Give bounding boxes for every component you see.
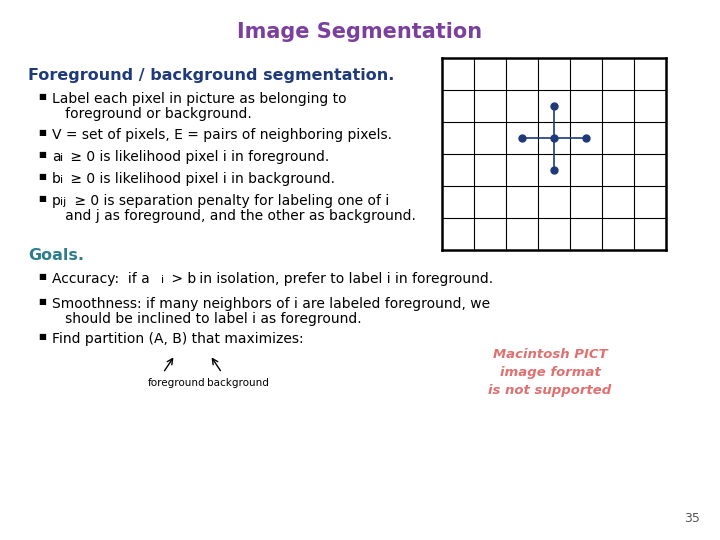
Text: and j as foreground, and the other as background.: and j as foreground, and the other as ba… (52, 209, 416, 223)
Text: i: i (60, 153, 63, 163)
Text: foreground: foreground (148, 378, 206, 388)
Text: ≥ 0 is likelihood pixel i in background.: ≥ 0 is likelihood pixel i in background. (66, 172, 335, 186)
Text: ■: ■ (38, 297, 46, 306)
Text: Accuracy:  if a: Accuracy: if a (52, 272, 150, 286)
Text: ■: ■ (38, 150, 46, 159)
Text: ■: ■ (38, 332, 46, 341)
Text: background: background (207, 378, 269, 388)
Text: > b: > b (167, 272, 197, 286)
Text: ≥ 0 is separation penalty for labeling one of i: ≥ 0 is separation penalty for labeling o… (70, 194, 390, 208)
Text: in isolation, prefer to label i in foreground.: in isolation, prefer to label i in foreg… (195, 272, 493, 286)
Text: Goals.: Goals. (28, 248, 84, 263)
Text: Label each pixel in picture as belonging to: Label each pixel in picture as belonging… (52, 92, 346, 106)
Text: ■: ■ (38, 194, 46, 203)
Text: Foreground / background segmentation.: Foreground / background segmentation. (28, 68, 395, 83)
Text: Macintosh PICT
image format
is not supported: Macintosh PICT image format is not suppo… (488, 348, 611, 397)
Text: b: b (52, 172, 61, 186)
Text: foreground or background.: foreground or background. (52, 107, 252, 121)
Text: Find partition (A, B) that maximizes:: Find partition (A, B) that maximizes: (52, 332, 304, 346)
Text: Smoothness: if many neighbors of i are labeled foreground, we: Smoothness: if many neighbors of i are l… (52, 297, 490, 311)
Text: 35: 35 (684, 512, 700, 525)
Text: ij: ij (60, 197, 66, 207)
Text: a: a (52, 150, 60, 164)
Text: Image Segmentation: Image Segmentation (238, 22, 482, 42)
Text: should be inclined to label i as foreground.: should be inclined to label i as foregro… (52, 312, 361, 326)
Text: V = set of pixels, E = pairs of neighboring pixels.: V = set of pixels, E = pairs of neighbor… (52, 128, 392, 142)
Text: ■: ■ (38, 272, 46, 281)
Text: p: p (52, 194, 61, 208)
Text: ■: ■ (38, 172, 46, 181)
Text: i: i (60, 175, 63, 185)
Text: i: i (188, 275, 191, 285)
Text: ≥ 0 is likelihood pixel i in foreground.: ≥ 0 is likelihood pixel i in foreground. (66, 150, 329, 164)
Text: ■: ■ (38, 128, 46, 137)
Text: i: i (161, 275, 164, 285)
Text: ■: ■ (38, 92, 46, 101)
